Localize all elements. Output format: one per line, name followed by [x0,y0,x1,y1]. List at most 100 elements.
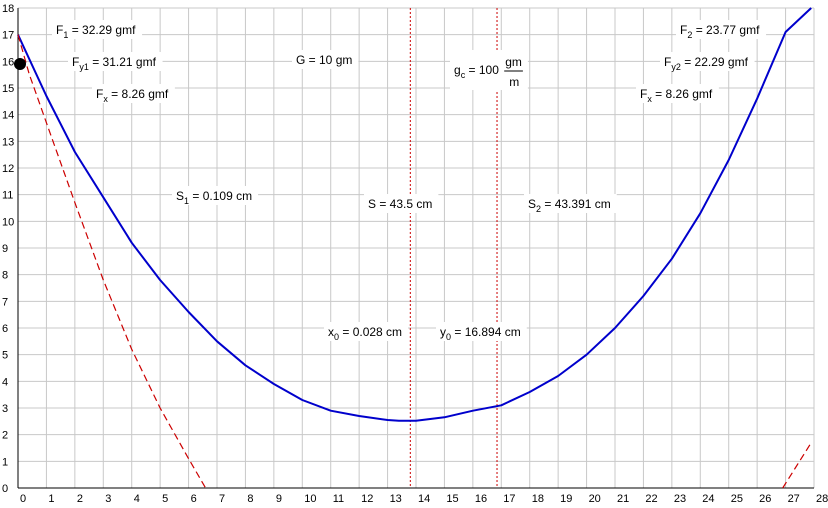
x-tick-label: 8 [247,493,253,505]
annotation-text: x0 = 0.028 cm [328,325,402,342]
annotation-fy2: Fy2 = 22.29 gmf [660,52,755,72]
x-tick-label: 12 [361,493,373,505]
x-tick-label: 16 [475,493,487,505]
annotation-background [524,194,617,213]
x-tick-label: 28 [816,493,828,505]
annotation-text: Fy2 = 22.29 gmf [664,55,749,72]
annotation-background [660,52,755,71]
annotation-symbol: F [680,23,687,37]
y-tick-label: 11 [2,190,13,202]
annotation-symbol: F [640,87,647,101]
annotation-symbol: y [440,325,446,339]
annotation-symbol: g [454,63,461,77]
y-tick-label: 1 [2,456,8,468]
y-tick-label: 14 [2,110,14,122]
annotation-subscript: 1 [63,30,68,40]
annotation-fraction-numerator: gm [505,55,522,69]
y-tick-label: 2 [2,430,8,442]
annotation-value: = 0.109 cm [189,189,252,203]
y-tick-label: 18 [2,3,14,15]
x-tick-label: 25 [731,493,743,505]
y-tick-label: 10 [2,216,14,228]
annotation-value: = 43.391 cm [541,197,611,211]
annotation-symbol: F [72,55,79,69]
x-tick-label: 9 [276,493,282,505]
annotation-value: = 32.29 gmf [68,23,136,37]
y-tick-label: 15 [2,83,14,95]
annotation-fx-right: Fx = 8.26 gmf [636,84,719,104]
annotation-subscript: 1 [184,196,189,206]
annotation-f2: F2 = 23.77 gmf [676,20,767,40]
annotation-subscript: 2 [687,30,692,40]
series-line-1 [17,7,812,422]
annotation-text: Fx = 8.26 gmf [96,87,169,104]
annotation-symbol: G = 10 gm [296,53,352,67]
annotation-subscript: y2 [671,62,681,72]
annotation-gc: gc = 100 gm m [450,50,528,90]
annotation-symbol: S = 43.5 cm [368,197,432,211]
x-tick-label: 6 [191,493,197,505]
annotation-background [324,322,409,341]
annotation-background [52,20,143,39]
annotation-subscript: c [461,70,466,80]
annotation-value: = 22.29 gmf [681,55,749,69]
annotation-background [292,50,359,69]
annotation-fx-left: Fx = 8.26 gmf [92,84,175,104]
y-tick-label: 4 [2,376,8,388]
annotation-value: = 0.028 cm [339,325,402,339]
x-tick-label: 2 [77,493,83,505]
annotation-value: = 16.894 cm [451,325,521,339]
x-tick-label: 3 [105,493,111,505]
x-tick-label: 7 [219,493,225,505]
annotation-x0: x0 = 0.028 cm [324,322,409,342]
y-tick-label: 8 [2,270,8,282]
x-tick-label: 17 [503,493,515,505]
x-tick-label: 26 [759,493,771,505]
annotation-g: G = 10 gm [292,50,359,69]
annotation-text: y0 = 16.894 cm [440,325,521,342]
annotation-s1: S1 = 0.109 cm [172,186,259,206]
annotation-value: = 8.26 gmf [108,87,169,101]
annotation-value: = 8.26 gmf [652,87,713,101]
annotation-background [636,84,719,103]
y-tick-label: 13 [2,136,14,148]
annotation-background [92,84,175,103]
y-tick-label: 7 [2,296,8,308]
annotation-background [676,20,767,39]
x-tick-label: 19 [560,493,572,505]
x-tick-label: 11 [333,493,344,505]
annotation-text: Fx = 8.26 gmf [640,87,713,104]
annotation-subscript: x [103,94,108,104]
annotation-background [172,186,259,205]
x-tick-label: 15 [446,493,458,505]
annotation-value: = 23.77 gmf [692,23,760,37]
series-line-2 [17,34,207,489]
annotation-text: Fy1 = 31.21 gmf [72,55,157,72]
annotation-background [450,50,528,90]
annotation-symbol: F [96,87,103,101]
annotation-text: gc = 100 [454,63,499,80]
x-tick-label: 18 [532,493,544,505]
annotation-y0: y0 = 16.894 cm [436,322,527,342]
annotation-subscript: x [647,94,652,104]
annotation-background [68,52,163,71]
series-layer [14,7,812,489]
annotation-background [436,322,527,341]
x-tick-label: 24 [702,493,714,505]
annotation-text: S1 = 0.109 cm [176,189,252,206]
x-tick-label: 23 [674,493,686,505]
y-tick-label: 9 [2,243,8,255]
x-tick-label: 0 [20,493,26,505]
annotation-s2: S2 = 43.391 cm [524,194,617,214]
annotation-symbol: x [328,325,334,339]
x-tick-label: 13 [390,493,402,505]
annotation-subscript: y1 [79,62,89,72]
y-tick-label: 5 [2,350,8,362]
x-tick-label: 1 [48,493,54,505]
annotation-f1: F1 = 32.29 gmf [52,20,143,40]
annotation-background [364,194,439,213]
y-tick-label: 6 [2,323,8,335]
x-tick-label: 5 [162,493,168,505]
